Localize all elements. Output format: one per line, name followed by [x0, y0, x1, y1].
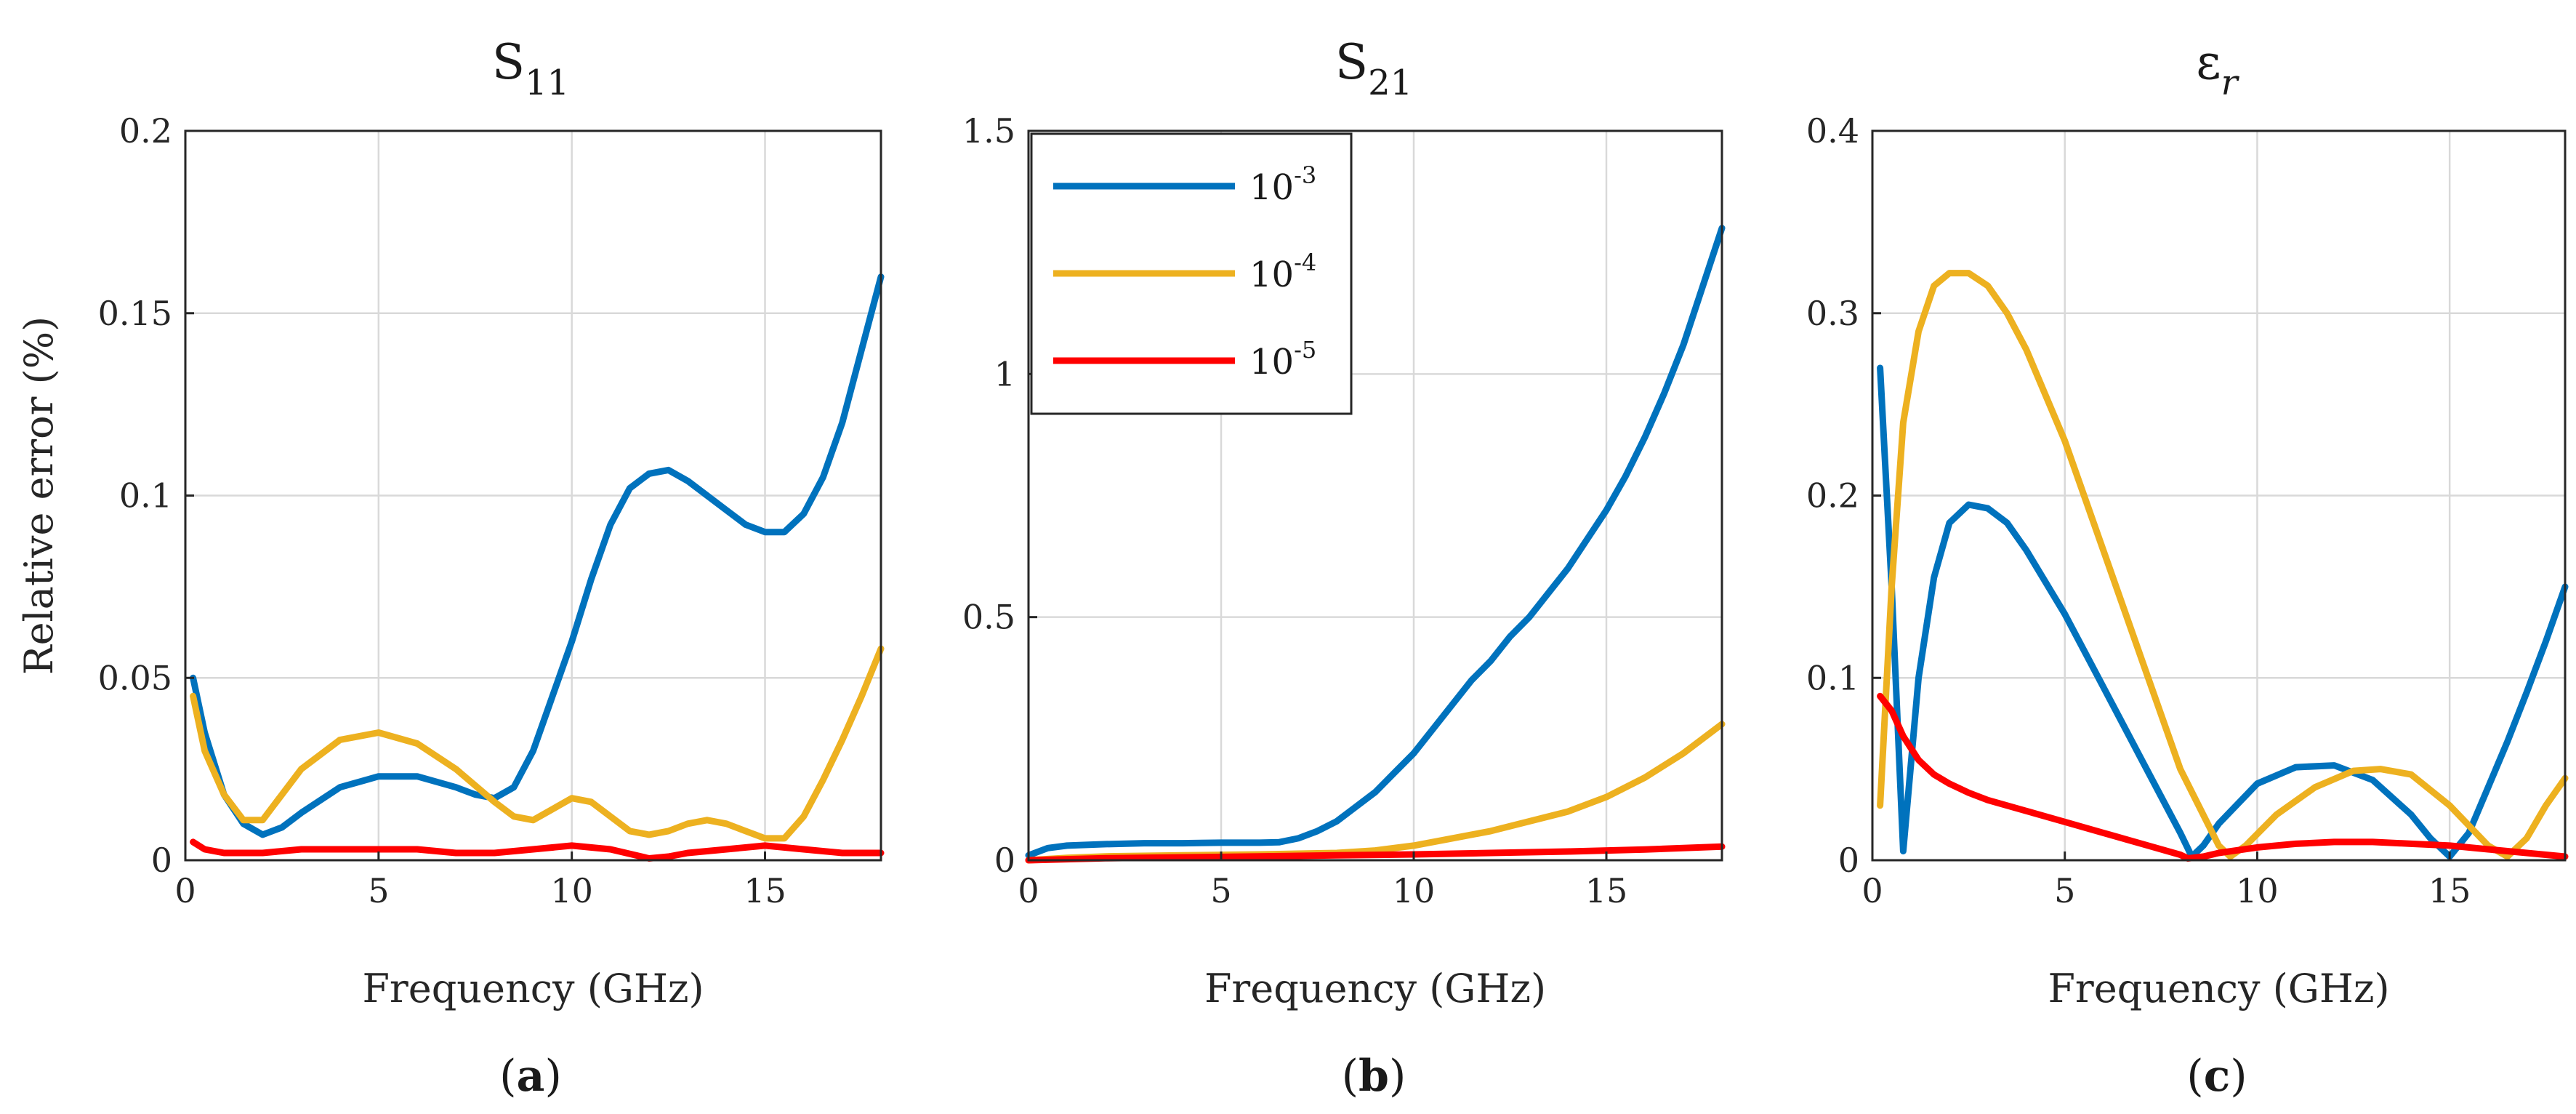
series-line-3	[190, 838, 885, 862]
panel-a: 0 5 10 15 0 0.05 0.1 0.15 0.2 S11 Frequency (GHz) R…	[16, 34, 885, 1102]
y-tick-label: 0	[151, 841, 172, 880]
x-axis-label: Frequency (GHz)	[362, 966, 704, 1011]
y-tick-label: 1	[994, 354, 1015, 393]
panel-title: S21	[1335, 34, 1412, 103]
axes-frame	[1027, 129, 1723, 862]
x-tick-label: 15	[1585, 871, 1628, 910]
x-tick-label: 10	[1393, 871, 1436, 910]
panel-caption: (b)	[1342, 1051, 1406, 1102]
legend-entry: 10-3	[1249, 161, 1316, 208]
y-tick-label: 0	[994, 841, 1015, 880]
x-tick-label: 10	[2236, 871, 2279, 910]
x-tick-label: 10	[550, 871, 593, 910]
x-tick-label: 5	[2054, 871, 2075, 910]
y-tick-label: 0.1	[1806, 658, 1859, 697]
x-axis-label: Frequency (GHz)	[2048, 966, 2389, 1011]
panel-c: 0 5 10 15 0 0.1 0.2 0.3 0.4 εr Frequency (GHz) (c)	[1806, 34, 2569, 1102]
x-axis-label: Frequency (GHz)	[1204, 966, 1546, 1011]
y-tick-label: 0.2	[119, 111, 172, 151]
legend: 10-3 10-4 10-5	[1030, 132, 1353, 415]
series-line-3	[1877, 692, 2569, 862]
x-tick-label: 0	[174, 871, 196, 910]
series-line-2	[1877, 270, 2569, 860]
y-tick-label: 0.4	[1806, 111, 1859, 151]
series-line-3	[1025, 843, 1726, 864]
x-tick-label: 15	[2428, 871, 2471, 910]
y-tick-label: 0.1	[119, 476, 172, 516]
panel-title: S11	[492, 34, 569, 103]
y-tick-label: 0.15	[98, 294, 172, 333]
legend-entry: 10-5	[1249, 336, 1316, 382]
panel-title: εr	[2196, 34, 2239, 103]
x-tick-label: 0	[1861, 871, 1883, 910]
panel-caption: (a)	[499, 1051, 562, 1102]
y-tick-label: 0	[1838, 841, 1859, 880]
panel-caption: (c)	[2186, 1051, 2247, 1102]
series-line-1	[1025, 225, 1726, 859]
x-tick-label: 0	[1018, 871, 1039, 910]
y-axis-label: Relative error (%)	[16, 316, 62, 675]
series-line-1	[190, 273, 885, 838]
y-tick-label: 0.05	[98, 658, 172, 697]
y-tick-label: 1.5	[962, 111, 1015, 151]
x-tick-label: 5	[1210, 871, 1231, 910]
series-line-2	[190, 645, 885, 842]
x-tick-label: 15	[744, 871, 786, 910]
y-tick-label: 0.2	[1806, 476, 1859, 516]
legend-entry: 10-4	[1249, 249, 1316, 295]
y-tick-label: 0.3	[1806, 294, 1859, 333]
y-tick-label: 0.5	[962, 598, 1015, 637]
x-tick-label: 5	[368, 871, 389, 910]
